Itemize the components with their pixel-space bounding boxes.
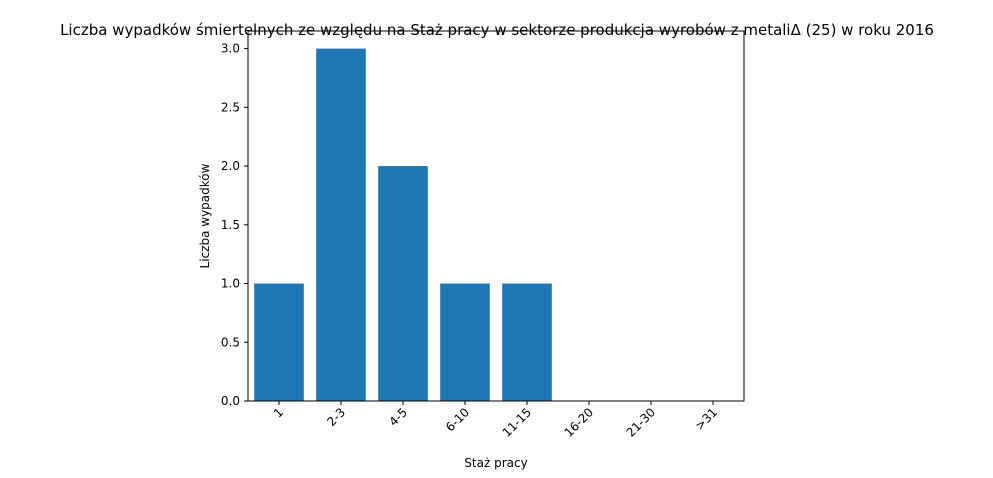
- y-axis: 0.0 0.5 1.0 1.5 2.0 2.5 3.0: [221, 42, 248, 408]
- y-tick-label: 2.0: [221, 159, 240, 173]
- plot-frame: [247, 30, 745, 402]
- bar-1: [254, 283, 304, 401]
- x-tick-label: >31: [692, 405, 720, 433]
- x-tick-label: 1: [271, 405, 286, 420]
- x-axis: 1 2-3 4-5 6-10 11-15 16-20 21-30 >31: [271, 401, 720, 440]
- y-tick-label: 3.0: [221, 42, 240, 56]
- y-tick-label: 0.5: [221, 335, 240, 349]
- x-axis-label: Staż pracy: [464, 456, 527, 470]
- y-axis-label: Liczba wypadków: [198, 163, 212, 268]
- y-tick-label: 0.0: [221, 394, 240, 408]
- x-tick-label: 21-30: [624, 405, 659, 440]
- x-tick-label: 2-3: [324, 405, 348, 429]
- bar-6-10: [440, 283, 490, 401]
- x-tick-label: 6-10: [443, 405, 472, 434]
- bar-11-15: [502, 283, 552, 401]
- y-tick-label: 1.5: [221, 218, 240, 232]
- y-tick-label: 1.0: [221, 277, 240, 291]
- x-tick-label: 16-20: [562, 405, 597, 440]
- chart-title: Liczba wypadków śmiertelnych ze względu …: [60, 21, 934, 39]
- x-tick-label: 4-5: [386, 405, 410, 429]
- x-tick-label: 11-15: [500, 405, 535, 440]
- bar-4-5: [378, 166, 428, 401]
- y-tick-label: 2.5: [221, 100, 240, 114]
- bar-2-3: [316, 48, 366, 401]
- bars-group: [254, 48, 552, 401]
